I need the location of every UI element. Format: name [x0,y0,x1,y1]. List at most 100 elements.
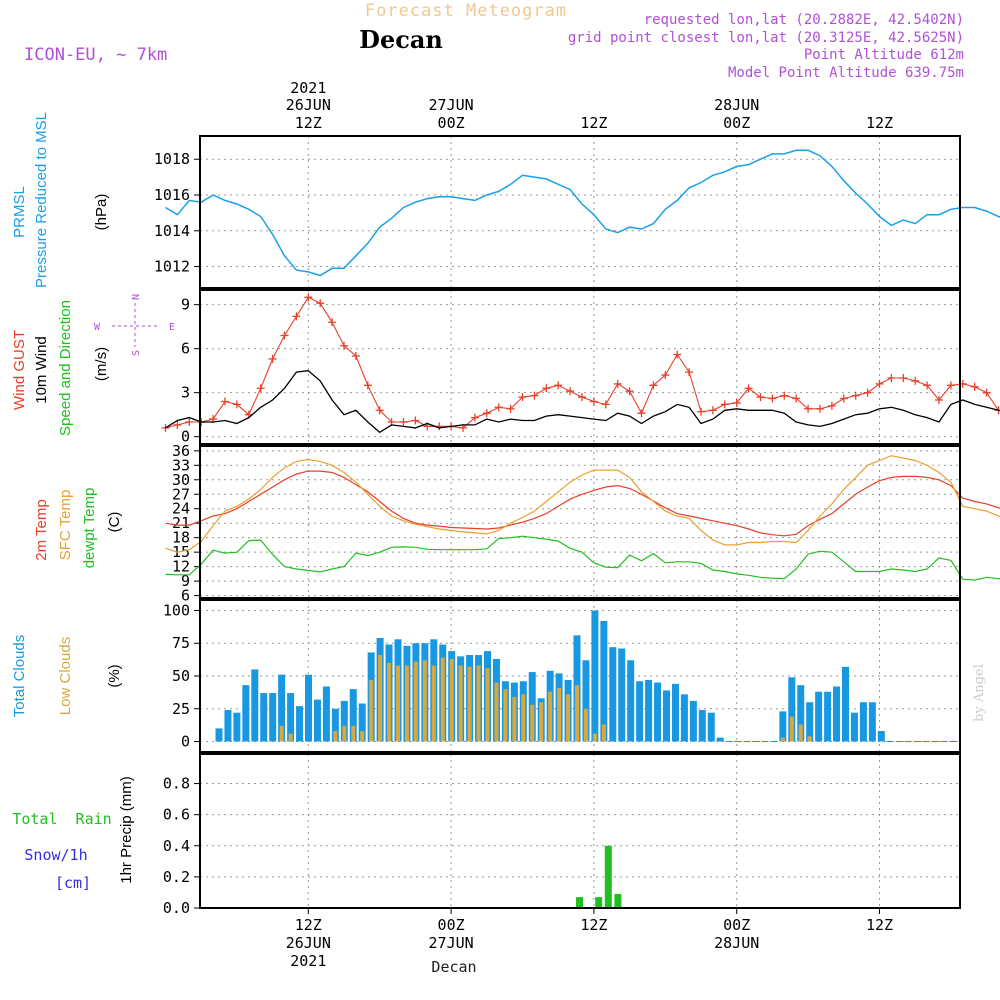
low-cloud-bar [378,655,383,742]
low-cloud-bar [288,733,293,742]
compass-south: S [131,350,142,356]
low-cloud-bar [360,731,365,742]
precip-unit: 1hr Precip (mm) [118,776,135,884]
location-title: Decan [359,25,443,54]
low-cloud-bar [566,694,571,742]
snow-unit: [cm] [55,874,91,892]
gust-marker [935,396,943,404]
top-year-label: 2021 [290,79,326,97]
gust-marker [625,387,634,396]
panel-wind: 0 3 6 9 [161,289,1000,446]
total-cloud-label: Total Clouds [11,635,28,718]
gust-marker [530,391,539,400]
y-tick-label: 0.8 [163,775,190,793]
low-cloud-bar [557,687,562,742]
panel-background [200,290,960,444]
total-cloud-bar [850,712,858,742]
y-tick-label: 24 [172,500,190,518]
y-tick-label: 100 [163,601,190,619]
top-hour-label: 00Z [723,114,750,132]
compass-west: W [94,322,101,333]
pressure-label-2: Pressure Reduced to MSL [33,112,50,288]
y-tick-label: 12 [172,558,190,576]
total-cloud-bar [680,694,688,742]
total-cloud-bar [663,690,670,742]
total-cloud-bar [251,669,259,742]
gust-marker [732,398,741,407]
gust-marker [875,379,884,388]
panel-clouds: 0 25 50 75 100 [163,599,961,753]
y-tick-label: 0.0 [163,899,190,917]
cloud-unit: (%) [106,664,123,687]
total-cloud-bar [716,737,724,742]
gust-marker [899,374,908,382]
y-tick-label: 3 [181,384,190,402]
total-cloud-bar [278,674,286,742]
footer-location: Decan [431,958,476,976]
gust-marker [554,381,563,390]
gust-marker [661,371,670,380]
low-cloud-bar [396,665,400,742]
low-cloud-bar [575,685,579,742]
gust-marker [887,374,896,382]
panel-background [200,754,960,908]
compass-north: N [131,294,142,300]
y-tick-label: 1012 [154,258,190,276]
total-cloud-bar [296,706,304,742]
y-tick-label: 1016 [154,186,190,204]
gust-marker [923,381,932,390]
gust-marker [685,368,694,377]
temp-label: 2m Temp [33,499,50,560]
total-cloud-bar [698,710,706,742]
total-cloud-bar [609,647,617,742]
y-tick-label: 0.6 [163,806,190,824]
y-tick-label: 0 [181,428,190,446]
total-cloud-bar [707,712,715,742]
total-cloud-bar [349,689,357,742]
gust-marker [506,404,515,413]
low-cloud-bar [440,657,445,742]
low-cloud-bar [467,666,472,742]
low-cloud-bar [807,736,812,742]
y-tick-label: 15 [172,543,190,561]
t2m-line [165,470,1000,537]
gust-marker [649,381,658,390]
gust-marker [482,409,491,418]
total-cloud-bar [233,712,241,742]
gust-marker [816,404,824,413]
low-cloud-bar [387,662,392,742]
point-altitude: Point Altitude 612m [804,47,964,63]
top-date-label: 27JUN [429,96,474,114]
dewpoint-line [165,535,1000,581]
pressure-unit: (hPa) [93,194,110,231]
requested-coords: requested lon,lat (20.2882E, 42.5402N) [644,12,964,28]
panel-frame [199,135,961,289]
total-cloud-bar [582,660,590,742]
low-cloud-bar [342,725,347,742]
gust-marker [601,400,610,409]
low-cloud-bar [548,691,553,742]
bottom-hour-label: 00Z [438,916,465,934]
y-tick-label: 30 [172,471,190,489]
total-cloud-bar [645,679,653,742]
y-tick-label: 1014 [154,222,190,240]
gust-marker [316,299,325,308]
total-cloud-bar [313,699,321,742]
total-cloud-bar [627,660,635,742]
total-cloud-bar [358,703,366,742]
low-cloud-bar [780,737,785,742]
low-cloud-bar [458,665,463,742]
panel-frame [199,599,961,753]
bottom-date-label: 26JUN [286,934,331,952]
y-tick-label: 18 [172,529,190,547]
y-tick-label: 6 [181,587,190,605]
gust-marker [637,409,646,418]
gust-marker [839,394,848,403]
sfc-label: SFC Temp [57,490,74,561]
low-cloud-bar [521,694,526,742]
gust-marker [697,407,705,416]
y-tick-label: 27 [172,485,190,503]
low-cloud-bar [333,731,338,742]
